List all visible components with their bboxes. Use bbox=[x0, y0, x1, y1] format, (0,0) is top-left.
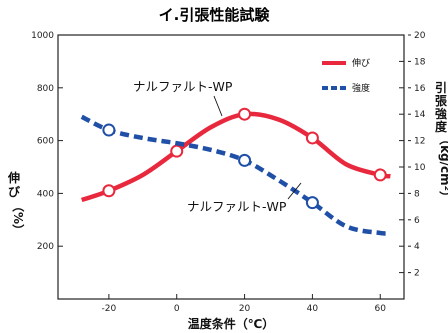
series-layer bbox=[80, 107, 391, 236]
x-tick-label: 60 bbox=[375, 304, 387, 314]
legend-label-elongation: 伸び bbox=[352, 57, 370, 69]
right-tick-label: 8 bbox=[414, 189, 420, 199]
right-tick-label: 12 bbox=[414, 137, 425, 147]
series-1-point bbox=[305, 196, 319, 210]
right-axis-label-part: 度 bbox=[435, 119, 448, 134]
right-tick-label: 18 bbox=[414, 57, 426, 67]
x-axis-ticks: -20 0 20 40 60 bbox=[102, 294, 387, 314]
legend: 伸び 強度 bbox=[322, 57, 370, 94]
left-tick-label: 800 bbox=[37, 84, 54, 94]
left-axis-ticks: 200 400 600 800 1000 bbox=[31, 31, 63, 252]
annotation-elongation: ナルファルト-WP bbox=[133, 79, 233, 94]
right-tick-label: 4 bbox=[414, 242, 420, 252]
left-axis-label-part: （%） bbox=[11, 200, 26, 236]
right-axis-label-part: 引 bbox=[435, 81, 447, 95]
series-1-point bbox=[238, 153, 252, 167]
x-tick-label: 0 bbox=[174, 304, 180, 314]
right-axis-ticks: 2 4 6 8 10 12 14 16 18 20 bbox=[399, 31, 426, 279]
right-tick-label: 16 bbox=[414, 84, 426, 94]
right-axis-label-part: 強 bbox=[435, 106, 447, 121]
right-tick-label: 2 bbox=[414, 269, 420, 279]
annotation-leader-elongation bbox=[213, 95, 223, 117]
left-tick-label: 1000 bbox=[31, 31, 54, 41]
left-axis-label-part: び bbox=[8, 184, 21, 199]
chart-title: イ.引張性能試験 bbox=[159, 6, 271, 24]
series-0-point bbox=[102, 184, 116, 198]
left-tick-label: 600 bbox=[37, 137, 54, 147]
series-0-point bbox=[305, 131, 319, 145]
annotation-leader-strength bbox=[287, 182, 302, 200]
series-line-1 bbox=[80, 114, 391, 236]
x-tick-label: 40 bbox=[307, 304, 319, 314]
series-0-point bbox=[238, 107, 252, 121]
series-0-point bbox=[373, 168, 387, 182]
left-axis-label-part: 伸 bbox=[7, 170, 20, 185]
right-tick-label: 6 bbox=[414, 216, 420, 226]
left-tick-label: 200 bbox=[37, 242, 54, 252]
right-tick-label: 20 bbox=[414, 31, 426, 41]
left-tick-label: 400 bbox=[37, 189, 54, 199]
x-tick-label: 20 bbox=[239, 304, 251, 314]
series-1-point bbox=[102, 123, 116, 137]
x-axis-label: 温度条件（℃） bbox=[188, 316, 275, 331]
x-tick-label: -20 bbox=[102, 304, 117, 314]
right-axis-label-part: （kg/cm²） bbox=[438, 133, 448, 203]
legend-label-strength: 強度 bbox=[352, 82, 370, 94]
right-tick-label: 10 bbox=[414, 163, 426, 173]
annotation-strength: ナルファルト-WP bbox=[187, 199, 287, 214]
series-0-point bbox=[170, 144, 184, 158]
annotations: ナルファルト-WP ナルファルト-WP bbox=[133, 79, 302, 214]
left-axis-label: 伸び（%） bbox=[7, 170, 26, 236]
right-axis-label-part: 張 bbox=[435, 94, 448, 108]
right-tick-label: 14 bbox=[414, 110, 426, 120]
